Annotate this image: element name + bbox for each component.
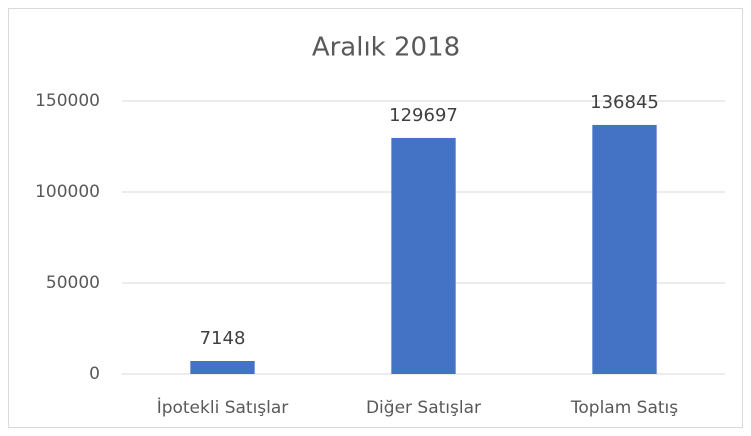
chart-title: Aralık 2018 (312, 33, 460, 63)
x-tick-label: Toplam Satış (570, 398, 678, 418)
data-label: 136845 (590, 92, 659, 113)
bar (391, 137, 456, 374)
data-label: 129697 (389, 105, 458, 126)
x-tick-label: Diğer Satışlar (366, 398, 481, 418)
x-tick-label: İpotekli Satışlar (157, 397, 289, 418)
y-tick-label: 150000 (35, 91, 100, 111)
data-label: 7148 (200, 328, 246, 349)
y-tick-label: 0 (89, 364, 100, 384)
y-tick-label: 100000 (35, 182, 100, 202)
y-tick-label: 50000 (46, 273, 100, 293)
bar (592, 124, 657, 374)
bar (190, 360, 255, 374)
